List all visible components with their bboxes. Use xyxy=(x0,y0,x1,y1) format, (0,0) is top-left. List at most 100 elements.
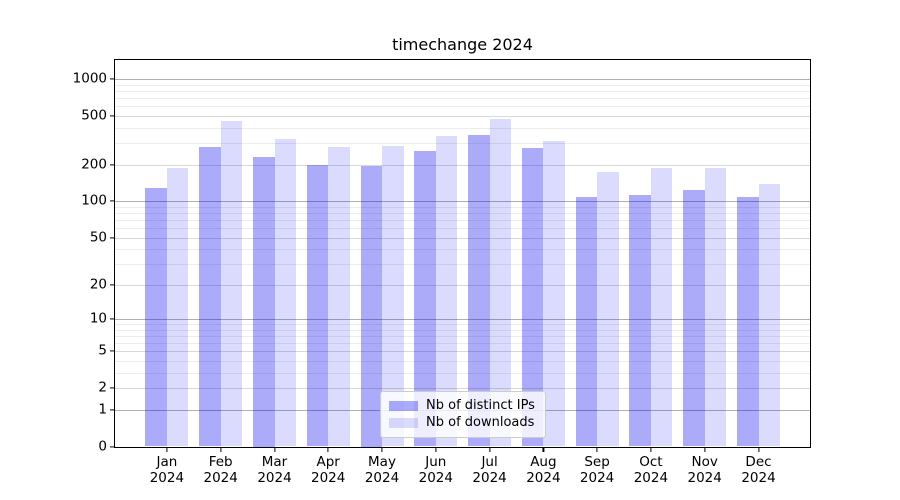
x-tick-label: May 2024 xyxy=(364,453,400,486)
x-tick-label: Nov 2024 xyxy=(687,453,722,486)
y-tick-mark xyxy=(110,318,114,320)
legend-item: Nb of downloads xyxy=(389,414,537,431)
bar-downloads xyxy=(382,145,404,447)
bar-downloads xyxy=(435,135,458,447)
bar-ips xyxy=(468,134,490,447)
legend-item: Nb of distinct IPs xyxy=(389,397,537,414)
bar-downloads xyxy=(597,171,619,447)
bar-downloads xyxy=(758,183,780,447)
x-tick-label: Jul 2024 xyxy=(472,453,507,486)
legend-swatch-distinct-ips-icon xyxy=(389,400,418,411)
y-tick-mark xyxy=(110,445,114,448)
gridline xyxy=(115,201,810,203)
y-tick-label: 5 xyxy=(98,342,107,359)
gridline xyxy=(115,324,810,326)
legend-swatch-downloads-icon xyxy=(389,417,418,428)
gridline xyxy=(115,228,810,229)
x-tick-label: Apr 2024 xyxy=(311,453,346,486)
chart-title: timechange 2024 xyxy=(392,35,533,54)
y-tick-label: 50 xyxy=(89,229,107,245)
x-tick-label: Oct 2024 xyxy=(633,453,669,486)
y-tick-mark xyxy=(110,236,114,239)
y-tick-mark xyxy=(110,164,114,166)
bar-downloads xyxy=(166,168,189,447)
y-tick-label: 100 xyxy=(81,192,107,209)
bar-downloads xyxy=(704,167,727,447)
x-tick-label: Jun 2024 xyxy=(418,453,453,486)
bar-ips xyxy=(360,166,382,447)
bar-ips xyxy=(737,197,759,447)
y-tick-mark xyxy=(110,387,114,389)
y-tick-label: 1 xyxy=(98,401,107,418)
x-tick-mark xyxy=(542,447,544,452)
bar-downloads xyxy=(650,167,673,447)
gridline xyxy=(115,372,810,374)
y-tick-mark xyxy=(110,200,114,202)
y-tick-mark xyxy=(110,284,114,286)
y-tick-mark xyxy=(110,78,114,80)
bar-downloads xyxy=(489,118,512,447)
y-tick-label: 200 xyxy=(81,156,107,173)
bar-downloads xyxy=(328,146,350,447)
x-tick-mark xyxy=(704,447,706,452)
gridline xyxy=(115,329,810,331)
x-tick-mark xyxy=(650,447,652,452)
gridline xyxy=(115,351,810,353)
x-tick-mark xyxy=(596,447,598,452)
gridline xyxy=(115,336,810,337)
bar-ips xyxy=(683,189,705,447)
bar-ips xyxy=(414,150,436,447)
gridline xyxy=(115,127,810,129)
gridline xyxy=(115,98,810,100)
gridline xyxy=(115,237,810,239)
y-tick-mark xyxy=(110,409,114,411)
bar-ips xyxy=(629,194,651,447)
x-tick-mark xyxy=(273,447,276,452)
bar-ips xyxy=(575,196,598,447)
gridline xyxy=(115,79,810,81)
y-tick-label: 1000 xyxy=(72,70,107,87)
gridline xyxy=(115,206,810,208)
x-tick-mark xyxy=(489,447,491,452)
y-tick-label: 2 xyxy=(98,379,107,396)
bar-downloads xyxy=(220,121,243,447)
gridline xyxy=(115,219,810,221)
x-tick-mark xyxy=(327,447,329,452)
x-tick-label: Feb 2024 xyxy=(203,453,238,486)
bar-ips xyxy=(199,147,221,447)
bar-ips xyxy=(521,147,544,447)
bar-downloads xyxy=(274,138,296,447)
gridline xyxy=(115,164,810,166)
x-tick-label: Aug 2024 xyxy=(526,453,561,486)
x-tick-mark xyxy=(757,447,760,452)
legend-label: Nb of downloads xyxy=(426,415,535,430)
gridline xyxy=(115,264,810,265)
gridline xyxy=(115,249,810,251)
bar-ips xyxy=(145,187,167,447)
gridline xyxy=(115,343,810,345)
gridline xyxy=(115,361,810,362)
x-tick-mark xyxy=(220,447,222,452)
gridline xyxy=(115,91,810,93)
gridline xyxy=(115,212,810,214)
gridline xyxy=(115,84,810,86)
gridline xyxy=(115,284,810,286)
x-tick-mark xyxy=(435,447,437,452)
x-tick-mark xyxy=(166,447,168,452)
y-tick-mark xyxy=(110,350,114,352)
x-tick-label: Mar 2024 xyxy=(257,453,292,486)
gridline xyxy=(115,116,810,118)
y-tick-label: 10 xyxy=(89,310,107,327)
x-tick-mark xyxy=(381,447,383,452)
y-tick-label: 500 xyxy=(81,107,107,124)
bar-downloads xyxy=(543,140,565,447)
gridline xyxy=(115,319,810,320)
bar-ips xyxy=(306,164,329,447)
x-tick-label: Sep 2024 xyxy=(579,453,615,486)
y-tick-mark xyxy=(110,115,114,117)
plot-area: timechange 2024 0 1 2 5 10 20 50 100 200 500 1000 J… xyxy=(73,35,811,486)
gridline xyxy=(115,388,810,390)
x-tick-label: Jan 2024 xyxy=(149,453,185,486)
y-tick-label: 0 xyxy=(98,438,107,454)
